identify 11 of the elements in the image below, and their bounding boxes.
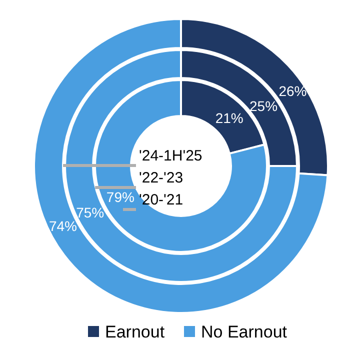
- data-label: 74%: [48, 218, 77, 234]
- data-label: 79%: [106, 188, 134, 205]
- donut-slice: [33, 18, 329, 314]
- legend-label: No Earnout: [201, 322, 288, 342]
- text: '22-'23: [139, 170, 184, 186]
- data-label: 25%: [250, 98, 278, 114]
- legend-label: Earnout: [105, 322, 165, 342]
- data-label: 75%: [76, 204, 104, 220]
- data-label: 26%: [278, 83, 307, 100]
- data-label: 21%: [215, 110, 244, 126]
- text: '24-1H'25: [139, 148, 202, 164]
